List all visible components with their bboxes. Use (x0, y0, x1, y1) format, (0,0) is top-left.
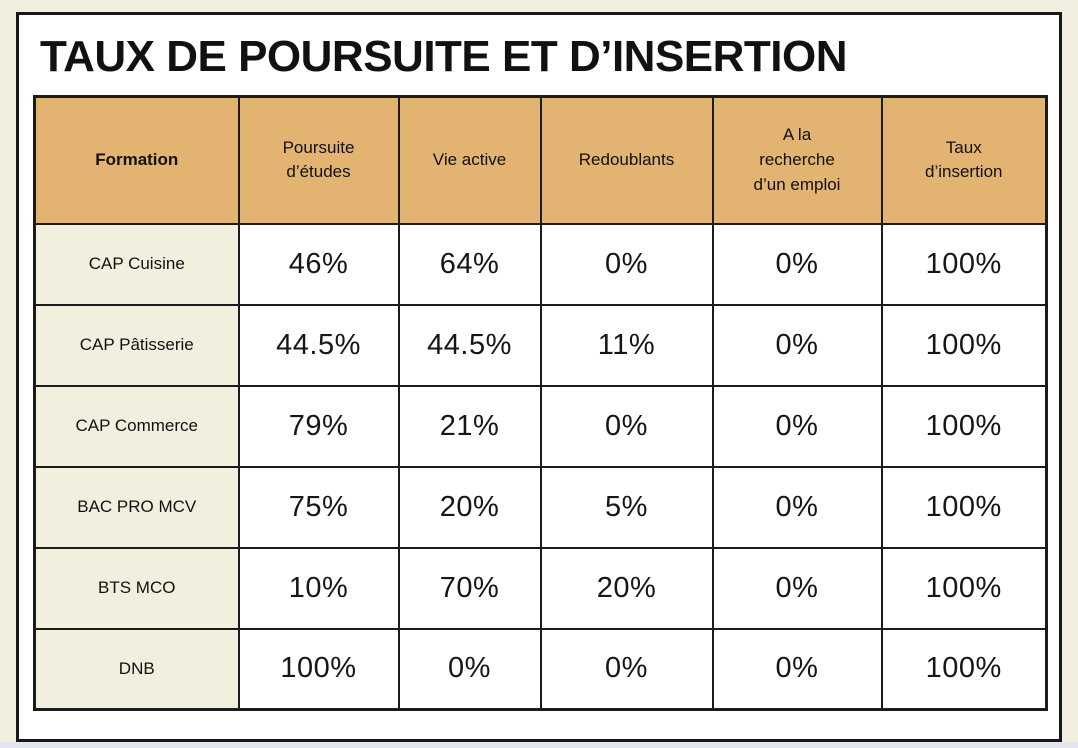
cell-value: 100% (880, 384, 1048, 468)
cell-value: 44.5% (397, 303, 542, 387)
column-header-formation: Formation (33, 95, 240, 225)
cell-value: 75% (237, 465, 400, 549)
formation-label: BTS MCO (33, 546, 240, 630)
table-row-dnb: DNB 100% 0% 0% 0% 100% (33, 627, 1048, 711)
cell-value: 44.5% (237, 303, 400, 387)
cell-value: 0% (539, 627, 714, 711)
table-row-cap-patisserie: CAP Pâtisserie 44.5% 44.5% 11% 0% 100% (33, 303, 1048, 387)
cell-value: 79% (237, 384, 400, 468)
cell-value: 0% (539, 222, 714, 306)
insertion-rates-table: Formation Poursuite d’études Vie active … (33, 95, 1048, 711)
cell-value: 100% (880, 465, 1048, 549)
cell-value: 21% (397, 384, 542, 468)
column-header-taux-insertion: Taux d’insertion (880, 95, 1048, 225)
viewer-bottom-strip (0, 742, 1078, 748)
cell-value: 0% (711, 546, 883, 630)
cell-value: 100% (237, 627, 400, 711)
cell-value: 0% (711, 465, 883, 549)
document-panel: TAUX DE POURSUITE ET D’INSERTION Formati… (16, 12, 1062, 742)
formation-label: CAP Cuisine (33, 222, 240, 306)
table-row-bac-pro-mcv: BAC PRO MCV 75% 20% 5% 0% 100% (33, 465, 1048, 549)
cell-value: 11% (539, 303, 714, 387)
cell-value: 70% (397, 546, 542, 630)
formation-label: BAC PRO MCV (33, 465, 240, 549)
page-title: TAUX DE POURSUITE ET D’INSERTION (40, 32, 848, 81)
cell-value: 100% (880, 546, 1048, 630)
column-header-redoublants: Redoublants (539, 95, 714, 225)
table-row-bts-mco: BTS MCO 10% 70% 20% 0% 100% (33, 546, 1048, 630)
column-header-vie-active: Vie active (397, 95, 542, 225)
cell-value: 100% (880, 627, 1048, 711)
cell-value: 100% (880, 303, 1048, 387)
table-row-cap-cuisine: CAP Cuisine 46% 64% 0% 0% 100% (33, 222, 1048, 306)
cell-value: 0% (711, 627, 883, 711)
column-header-poursuite-etudes: Poursuite d’études (237, 95, 400, 225)
cell-value: 0% (711, 222, 883, 306)
cell-value: 0% (711, 303, 883, 387)
column-header-recherche-emploi: A la recherche d’un emploi (711, 95, 883, 225)
formation-label: CAP Pâtisserie (33, 303, 240, 387)
cell-value: 100% (880, 222, 1048, 306)
cell-value: 10% (237, 546, 400, 630)
formation-label: CAP Commerce (33, 384, 240, 468)
cell-value: 20% (539, 546, 714, 630)
cell-value: 0% (397, 627, 542, 711)
cell-value: 46% (237, 222, 400, 306)
cell-value: 0% (539, 384, 714, 468)
cell-value: 5% (539, 465, 714, 549)
table-row-cap-commerce: CAP Commerce 79% 21% 0% 0% 100% (33, 384, 1048, 468)
formation-label: DNB (33, 627, 240, 711)
cell-value: 64% (397, 222, 542, 306)
table-header-row: Formation Poursuite d’études Vie active … (33, 95, 1048, 225)
cell-value: 20% (397, 465, 542, 549)
cell-value: 0% (711, 384, 883, 468)
